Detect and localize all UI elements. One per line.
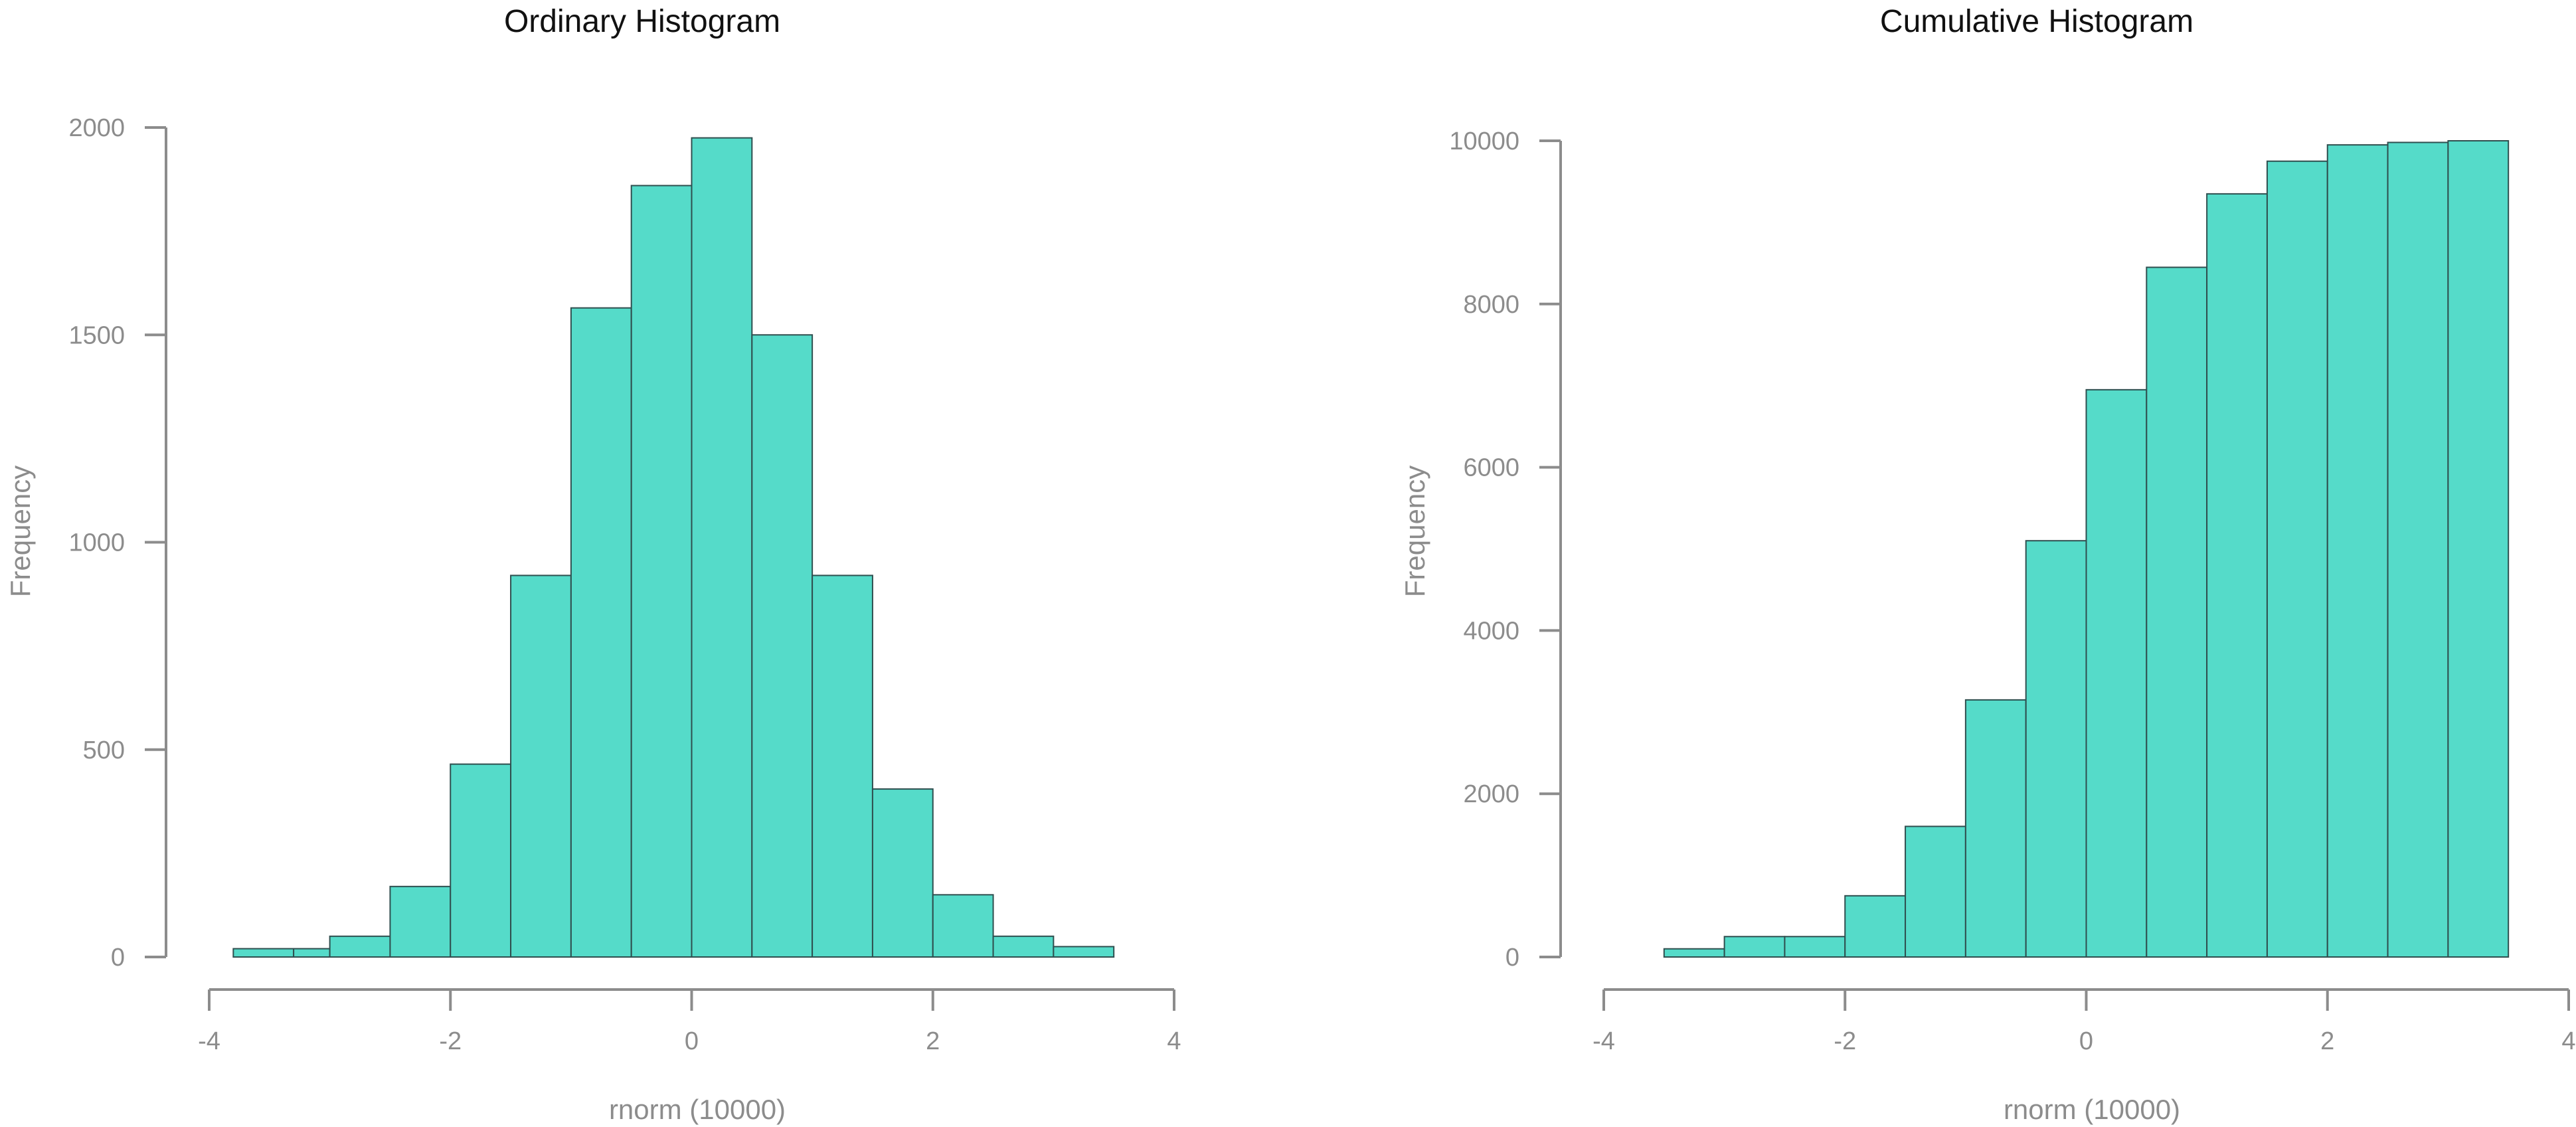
histogram-bar: [450, 763, 512, 958]
histogram-bar: [1723, 936, 1786, 958]
histogram-bar: [2447, 140, 2510, 958]
histogram-bar: [389, 885, 452, 958]
y-tick-label: 10000: [1449, 128, 1519, 155]
y-tick-label: 4000: [1463, 617, 1519, 645]
y-tick-label: 8000: [1463, 291, 1519, 319]
histogram-bar: [2266, 160, 2328, 958]
x-tick-label: 0: [2079, 1027, 2093, 1055]
histogram-bar: [1784, 936, 1846, 958]
ordinary-histogram-panel: Ordinary Histogram Frequency rnorm (1000…: [5, 4, 1181, 1125]
x-tick-label: 2: [2320, 1027, 2334, 1055]
histogram-bar: [293, 948, 331, 958]
x-tick-label: 4: [2561, 1027, 2575, 1055]
histogram-bar: [630, 185, 693, 958]
y-tick-label: 2000: [1463, 780, 1519, 808]
x-tick-label: -4: [1592, 1027, 1615, 1055]
histogram-bar: [329, 935, 391, 958]
histogram-bars: [232, 137, 1115, 958]
y-tick-label: 1000: [68, 529, 125, 557]
chart-title: Ordinary Histogram: [504, 4, 780, 39]
x-axis-label: rnorm (10000): [2004, 1094, 2180, 1125]
y-tick-label: 0: [111, 944, 125, 972]
y-axis-label: Frequency: [5, 466, 36, 597]
histogram-bars: [1663, 140, 2510, 958]
y-tick-label: 2000: [68, 114, 125, 142]
histogram-bar: [871, 788, 934, 958]
histogram-bar: [1053, 946, 1115, 958]
x-tick-label: -4: [198, 1027, 220, 1055]
x-axis-label: rnorm (10000): [609, 1094, 786, 1125]
histogram-bar: [2146, 266, 2208, 958]
histogram-bar: [1663, 948, 1725, 958]
histogram-bar: [232, 948, 295, 958]
histogram-bar: [2206, 193, 2268, 958]
y-tick-label: 1500: [68, 321, 125, 349]
histogram-bar: [691, 137, 753, 958]
cumulative-histogram-panel: Cumulative Histogram Frequency rnorm (10…: [1399, 4, 2576, 1125]
histogram-bar: [1905, 825, 1966, 958]
histogram-bar: [751, 334, 814, 958]
x-tick-label: 4: [1167, 1027, 1181, 1055]
histogram-bar: [1964, 699, 2027, 958]
histogram-bar: [510, 574, 572, 958]
x-axis: -4 -2 0 2 4: [198, 988, 1181, 1055]
histogram-bar: [2326, 144, 2389, 958]
histogram-bar: [570, 307, 632, 958]
histogram-bar: [2085, 389, 2148, 958]
histogram-bar: [932, 894, 994, 958]
y-axis: 0 500 1000 1500 2000: [68, 114, 167, 972]
histogram-bar: [2025, 540, 2087, 958]
histogram-bar: [1844, 895, 1907, 958]
histogram-bar: [812, 574, 873, 958]
chart-title: Cumulative Histogram: [1880, 4, 2193, 39]
histogram-bar: [992, 935, 1055, 958]
y-tick-label: 500: [83, 737, 125, 764]
histogram-bar: [2387, 141, 2449, 958]
x-tick-label: 2: [926, 1027, 940, 1055]
x-tick-label: -2: [1834, 1027, 1856, 1055]
y-tick-label: 0: [1505, 944, 1519, 972]
y-axis-label: Frequency: [1399, 466, 1430, 597]
x-tick-label: 0: [685, 1027, 699, 1055]
y-tick-label: 6000: [1463, 454, 1519, 482]
x-axis: -4 -2 0 2 4: [1592, 988, 2576, 1055]
y-axis: 0 2000 4000 6000 8000 10000: [1449, 128, 1562, 972]
x-tick-label: -2: [439, 1027, 462, 1055]
